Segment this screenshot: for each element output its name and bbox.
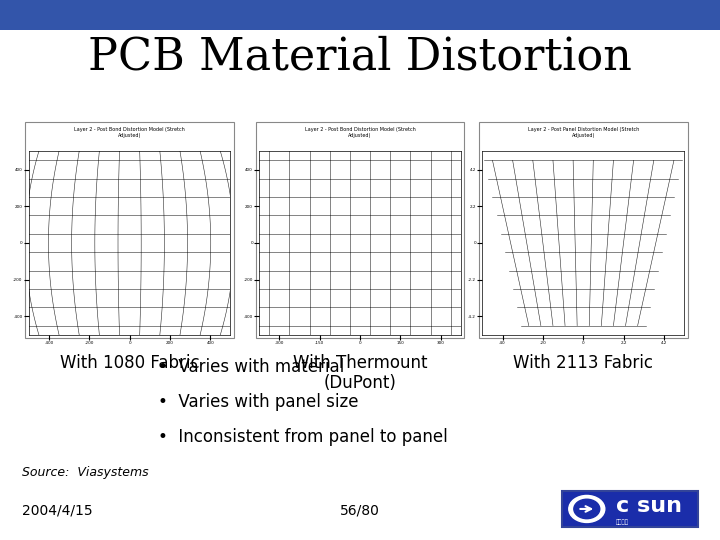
Text: Layer 2 - Post Bond Distortion Model (Stretch
Adjusted): Layer 2 - Post Bond Distortion Model (St… [74, 127, 185, 138]
Text: •  Varies with material: • Varies with material [158, 358, 345, 376]
FancyBboxPatch shape [562, 491, 698, 526]
FancyBboxPatch shape [25, 122, 234, 338]
FancyBboxPatch shape [256, 122, 464, 338]
Text: With Thermount
(DuPont): With Thermount (DuPont) [293, 354, 427, 393]
FancyBboxPatch shape [0, 0, 720, 30]
Text: 工程工程: 工程工程 [616, 519, 629, 525]
Text: 56/80: 56/80 [340, 503, 380, 517]
Circle shape [574, 499, 600, 518]
FancyBboxPatch shape [479, 122, 688, 338]
Text: Source:  Viasystems: Source: Viasystems [22, 466, 148, 479]
Text: •  Varies with panel size: • Varies with panel size [158, 393, 359, 411]
Text: With 1080 Fabric: With 1080 Fabric [60, 354, 199, 372]
Text: •  Inconsistent from panel to panel: • Inconsistent from panel to panel [158, 428, 448, 447]
Text: PCB Material Distortion: PCB Material Distortion [88, 35, 632, 78]
Text: c sun: c sun [616, 496, 682, 516]
Text: Layer 2 - Post Bond Distortion Model (Stretch
Adjusted): Layer 2 - Post Bond Distortion Model (St… [305, 127, 415, 138]
Text: Layer 2 - Post Panel Distortion Model (Stretch
Adjusted): Layer 2 - Post Panel Distortion Model (S… [528, 127, 639, 138]
Circle shape [569, 496, 605, 523]
Text: With 2113 Fabric: With 2113 Fabric [513, 354, 653, 372]
Text: 2004/4/15: 2004/4/15 [22, 503, 92, 517]
